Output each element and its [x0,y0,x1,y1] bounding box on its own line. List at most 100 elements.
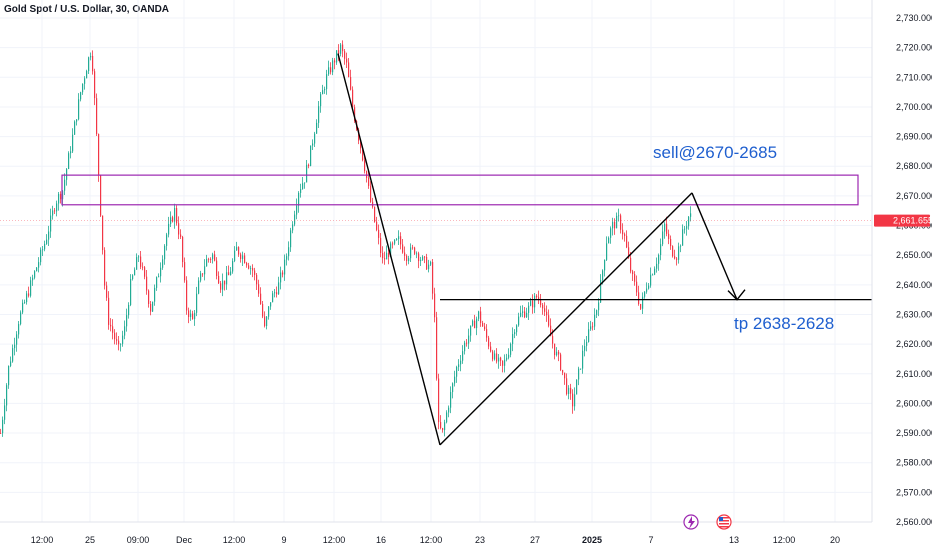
candle-body [666,223,668,234]
candle-body [368,177,370,186]
candle-body [24,302,26,303]
candle-body [590,326,592,330]
candle-body [392,243,394,245]
candle-body [622,229,624,235]
candle-body [586,342,588,346]
time-tick-label: 12:00 [773,535,796,545]
candle-body [472,320,474,326]
candle-body [148,290,150,304]
time-tick-label: 12:00 [420,535,443,545]
candle-body [606,243,608,260]
candle-body [532,301,534,308]
candle-body [16,334,18,345]
candle-body [436,317,438,379]
candle-body [248,265,250,269]
candle-body [178,223,180,235]
lightning-icon[interactable] [683,514,699,530]
candle-body [432,262,434,294]
drawing-layer[interactable] [0,53,872,446]
sell-label[interactable]: sell@2670-2685 [653,143,777,162]
candle-body [382,252,384,259]
tp-label[interactable]: tp 2638-2628 [734,314,834,333]
candle-body [176,208,178,224]
price-tick-label: 2,730.000 [896,13,932,23]
trend-line[interactable] [691,192,738,300]
candle-body [494,353,496,360]
candle-body [628,247,630,258]
price-tick-label: 2,640.000 [896,280,932,290]
candle-body [408,258,410,262]
candle-body [466,342,468,344]
axis-icons[interactable] [683,514,732,530]
candle-body [470,325,472,336]
candle-body [258,284,260,294]
candle-body [98,134,100,176]
candle-body [276,292,278,295]
price-tick-label: 2,610.000 [896,369,932,379]
candle-body [48,231,50,240]
trend-line[interactable] [439,192,693,446]
candle-body [376,221,378,230]
candle-body [442,427,444,431]
price-axis[interactable]: 2,730.000 2,720.000 2,710.000 2,700.000 2,69… [871,0,932,550]
candle-body [460,360,462,365]
sell-zone-rectangle[interactable] [61,174,859,206]
price-tick-label: 2,650.000 [896,250,932,260]
candle-body [14,344,16,349]
candle-body [190,313,192,317]
us-flag-stripe [719,523,729,525]
time-tick-label: 12:00 [323,535,346,545]
candle-body [614,221,616,229]
candle-body [108,297,110,325]
candle-body [502,360,504,366]
price-tick-label: 2,720.000 [896,43,932,53]
candle-body [224,280,226,285]
annotation-layer[interactable]: sell@2670-2685 tp 2638-2628 [653,143,834,333]
candle-body [562,369,564,373]
time-axis[interactable]: 12:00 25 09:00 Dec 12:00 9 12:00 16 12:00 23 27 202… [0,521,872,550]
candle-body [630,257,632,272]
candle-body [172,217,174,222]
candle-body [594,314,596,327]
candle-body [342,44,344,52]
candle-body [34,271,36,278]
candle-body [304,182,306,184]
candle-body [522,311,524,313]
candle-body [670,238,672,247]
candle-body [130,279,132,305]
candle-body [366,171,368,178]
time-tick-label: 20 [830,535,840,545]
candle-body [506,357,508,360]
candle-body [568,387,570,394]
candle-body [212,254,214,260]
candle-body [498,357,500,362]
candle-body [6,385,8,406]
candle-body [676,258,678,260]
candle-body [446,412,448,423]
us-flag-icon[interactable] [716,514,732,530]
trend-line[interactable] [337,53,441,446]
candle-body [38,262,40,268]
time-tick-label: Dec [176,535,193,545]
candle-body [128,304,130,316]
candle-body [106,285,108,298]
lightning-icon-bolt [688,516,695,529]
candle-body [200,273,202,281]
candle-body [690,213,692,217]
candle-body [434,293,436,318]
candle-body [232,261,234,272]
candle-body [556,351,558,356]
candle-body [380,237,382,253]
candle-body [464,342,466,352]
candle-body [302,183,304,190]
candle-body [610,228,612,238]
candle-body [8,365,10,386]
time-tick-label: 09:00 [127,535,150,545]
candle-body [10,361,12,366]
candle-body [66,168,68,180]
candle-body [126,315,128,327]
candle-body [44,243,46,250]
candle-body [598,302,600,311]
candle-body [256,274,258,285]
